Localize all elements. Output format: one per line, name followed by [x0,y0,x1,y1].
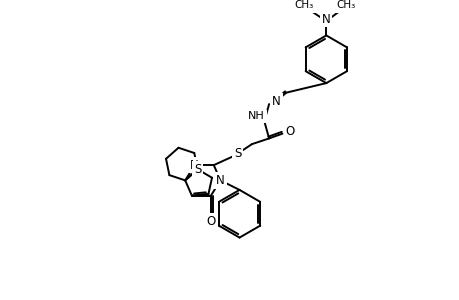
Text: N: N [190,159,199,172]
Text: CH₃: CH₃ [336,0,355,10]
Text: N: N [272,95,280,108]
Text: S: S [234,147,241,160]
Text: N: N [216,174,224,187]
Text: S: S [194,163,201,176]
Text: CH₃: CH₃ [294,0,313,10]
Text: O: O [206,215,215,228]
Text: NH: NH [248,112,264,122]
Text: O: O [285,125,294,138]
Text: N: N [321,13,330,26]
